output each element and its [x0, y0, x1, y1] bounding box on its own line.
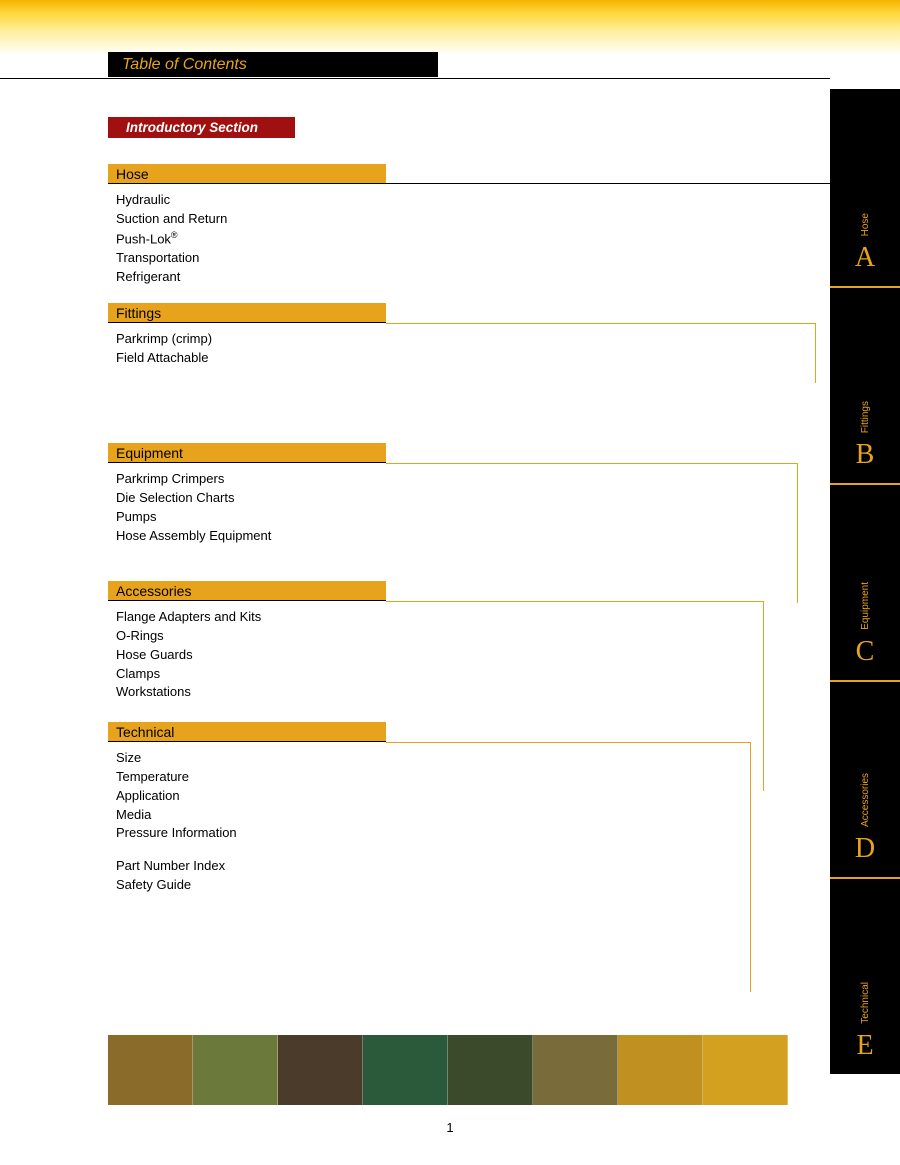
list-item: Part Number Index: [116, 857, 386, 876]
section-hose: Hose Hydraulic Suction and Return Push-L…: [108, 164, 386, 287]
list-item: Parkrimp (crimp): [116, 330, 386, 349]
tab-label: Technical: [860, 982, 871, 1024]
list-item: Pressure Information: [116, 824, 386, 843]
tab-accessories[interactable]: Accessories D: [830, 680, 900, 877]
list-item: Flange Adapters and Kits: [116, 608, 386, 627]
intro-label: Introductory Section: [126, 120, 258, 135]
tab-technical[interactable]: Technical E: [830, 877, 900, 1074]
tab-letter: A: [855, 242, 875, 274]
item-list-accessories: Flange Adapters and Kits O-Rings Hose Gu…: [108, 601, 386, 702]
image-strip-panel: [108, 1035, 193, 1105]
tab-label: Fittings: [860, 401, 871, 433]
bottom-image-strip: [108, 1035, 788, 1105]
list-item: Field Attachable: [116, 349, 386, 368]
section-header-fittings: Fittings: [108, 303, 386, 323]
list-item: Application: [116, 787, 386, 806]
list-item: Refrigerant: [116, 268, 386, 287]
title-underline: [0, 78, 830, 79]
section-header-equipment: Equipment: [108, 443, 386, 463]
section-header-accessories: Accessories: [108, 581, 386, 601]
section-fittings: Fittings Parkrimp (crimp) Field Attachab…: [108, 303, 386, 368]
page-number: 1: [0, 1120, 900, 1135]
section-equipment: Equipment Parkrimp Crimpers Die Selectio…: [108, 443, 386, 545]
section-title: Equipment: [116, 445, 183, 461]
list-item: Safety Guide: [116, 876, 386, 895]
connector-fittings: [386, 323, 816, 383]
section-technical: Technical Size Temperature Application M…: [108, 722, 386, 895]
item-list-hose: Hydraulic Suction and Return Push-Lok® T…: [108, 184, 386, 287]
tab-fittings[interactable]: Fittings B: [830, 286, 900, 483]
list-item: Die Selection Charts: [116, 489, 386, 508]
image-strip-panel: [533, 1035, 618, 1105]
list-item: O-Rings: [116, 627, 386, 646]
list-item: Workstations: [116, 683, 386, 702]
connector-technical: [386, 742, 751, 992]
list-item: Hose Assembly Equipment: [116, 527, 386, 546]
list-item: Suction and Return: [116, 210, 386, 229]
tab-hose[interactable]: Hose A: [830, 89, 900, 286]
list-item-text: Push-Lok: [116, 231, 171, 246]
section-rule: [386, 183, 838, 184]
tab-letter: E: [856, 1030, 873, 1062]
top-gradient-banner: [0, 0, 900, 55]
section-title: Technical: [116, 724, 174, 740]
page-title-bar: Table of Contents: [108, 52, 438, 77]
item-list-fittings: Parkrimp (crimp) Field Attachable: [108, 323, 386, 368]
list-item: Parkrimp Crimpers: [116, 470, 386, 489]
image-strip-panel: [278, 1035, 363, 1105]
list-item: Pumps: [116, 508, 386, 527]
connector-equipment: [386, 463, 798, 603]
image-strip-panel: [448, 1035, 533, 1105]
list-item: Size: [116, 749, 386, 768]
tab-label: Hose: [860, 213, 871, 236]
section-accessories: Accessories Flange Adapters and Kits O-R…: [108, 581, 386, 702]
image-strip-panel: [703, 1035, 788, 1105]
tab-letter: B: [856, 439, 875, 471]
list-item: Clamps: [116, 665, 386, 684]
list-item: Media: [116, 806, 386, 825]
tab-letter: D: [855, 833, 875, 865]
side-tabs-column: Hose A Fittings B Equipment C Accessorie…: [830, 89, 900, 1074]
list-item: Push-Lok®: [116, 229, 386, 249]
tab-equipment[interactable]: Equipment C: [830, 483, 900, 680]
intro-section-bar: Introductory Section: [108, 117, 295, 138]
list-item: Temperature: [116, 768, 386, 787]
list-item: Hydraulic: [116, 191, 386, 210]
list-item: Transportation: [116, 249, 386, 268]
tab-label: Accessories: [860, 773, 871, 827]
tab-label: Equipment: [860, 582, 871, 630]
image-strip-panel: [618, 1035, 703, 1105]
section-title: Accessories: [116, 583, 191, 599]
section-header-hose: Hose: [108, 164, 386, 184]
item-list-equipment: Parkrimp Crimpers Die Selection Charts P…: [108, 463, 386, 545]
image-strip-panel: [193, 1035, 278, 1105]
list-item: Hose Guards: [116, 646, 386, 665]
section-title: Fittings: [116, 305, 161, 321]
image-strip-panel: [363, 1035, 448, 1105]
section-header-technical: Technical: [108, 722, 386, 742]
tab-letter: C: [856, 636, 875, 668]
page-title: Table of Contents: [122, 56, 247, 74]
spacer: [116, 843, 386, 857]
item-list-technical: Size Temperature Application Media Press…: [108, 742, 386, 895]
registered-mark: ®: [171, 230, 178, 240]
section-title: Hose: [116, 166, 149, 182]
